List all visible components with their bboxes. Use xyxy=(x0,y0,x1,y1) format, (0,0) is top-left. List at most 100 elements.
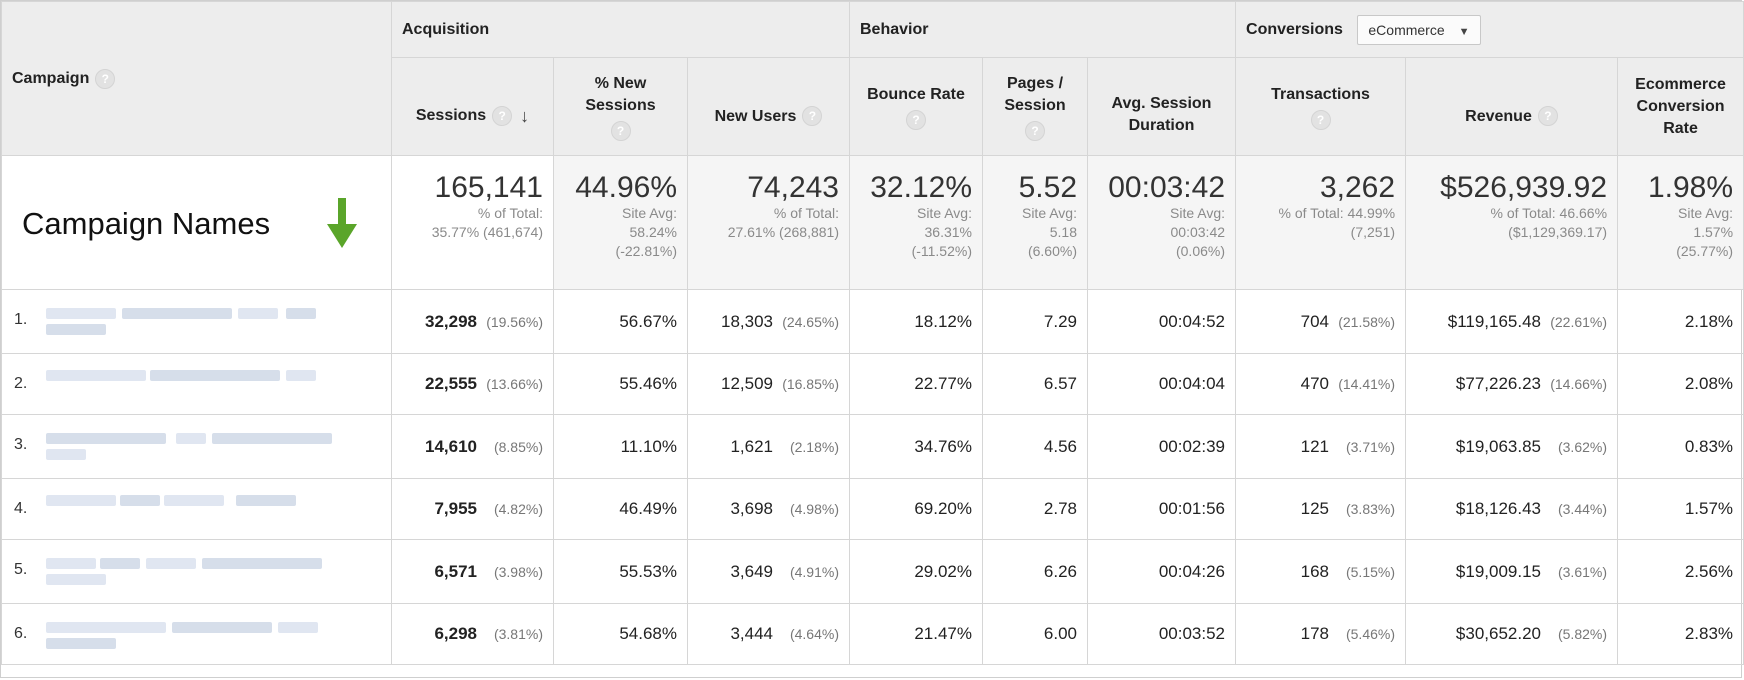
transactions-cell: 470 (14.41%) xyxy=(1235,353,1407,415)
table-row[interactable]: 5. 6,571 (3.98%) 55.53% 3,649 (4.91%) 29.02% 6.… xyxy=(1,539,1744,604)
avg-duration-cell: 00:04:04 xyxy=(1086,353,1237,415)
revenue-cell: $77,226.23 (14.66%) xyxy=(1405,353,1619,415)
column-header-new-users[interactable]: New Users? xyxy=(687,57,850,156)
redaction-block xyxy=(100,558,140,569)
redaction-block xyxy=(122,308,232,319)
column-header-sessions[interactable]: Sessions? ↓ xyxy=(391,57,554,156)
revenue-cell: $30,652.20 (5.82%) xyxy=(1405,603,1619,665)
revenue-value: $18,126.43 xyxy=(1455,499,1542,518)
new-users-percent: (16.85%) xyxy=(782,376,839,392)
table-body: 1. 32,298 (19.56%) 56.67% 18,303 (24.65%) 18.1… xyxy=(1,289,1744,665)
help-icon[interactable]: ? xyxy=(95,68,116,89)
conversions-dropdown-value: eCommerce xyxy=(1368,21,1445,38)
sessions-value: 6,298 xyxy=(434,624,477,643)
totals-row: Campaign Names 165,141% of Total: 35.77% … xyxy=(1,155,1744,290)
table-row[interactable]: 2. 22,555 (13.66%) 55.46% 12,509 (16.85%) 22.7… xyxy=(1,353,1744,415)
column-header-pages-session[interactable]: Pages / Session? xyxy=(982,57,1088,156)
avg-duration-cell: 00:04:26 xyxy=(1086,539,1237,604)
row-number: 6. xyxy=(14,625,28,642)
table-row[interactable]: 4. 7,955 (4.82%) 46.49% 3,698 (4.98%) 69.20% 2.… xyxy=(1,478,1744,540)
redaction-block xyxy=(176,433,206,444)
sort-descending-icon[interactable]: ↓ xyxy=(520,106,530,127)
revenue-value: $19,009.15 xyxy=(1455,561,1542,581)
new-sessions-value: 46.49% xyxy=(619,499,677,518)
column-header-bounce-rate[interactable]: Bounce Rate? xyxy=(849,57,983,156)
revenue-value: $19,063.85 xyxy=(1455,436,1542,456)
pages-session-value: 4.56 xyxy=(1043,436,1077,456)
column-header-avg-duration[interactable]: Avg. Session Duration xyxy=(1086,57,1237,156)
conversions-type-dropdown[interactable]: eCommerce ▼ xyxy=(1357,14,1481,45)
revenue-percent: (3.61%) xyxy=(1557,563,1608,580)
sessions-percent: (13.66%) xyxy=(486,376,543,392)
help-icon[interactable]: ? xyxy=(1537,106,1558,127)
sessions-value: 14,610 xyxy=(425,436,477,456)
column-header-new-sessions[interactable]: % New Sessions? xyxy=(553,57,688,156)
transactions-cell: 178 (5.46%) xyxy=(1235,603,1407,665)
redaction-block xyxy=(286,370,316,381)
help-icon[interactable]: ? xyxy=(492,106,513,127)
new-sessions-cell: 46.49% xyxy=(553,478,688,540)
redaction-block xyxy=(46,324,106,335)
column-header-revenue[interactable]: Revenue? xyxy=(1405,57,1619,156)
transactions-percent: (5.46%) xyxy=(1345,626,1396,642)
column-header-campaign[interactable]: Campaign? xyxy=(1,1,392,156)
new-users-header-label: New Users xyxy=(714,107,797,125)
total-new-users: 74,243% of Total: 27.61% (268,881) xyxy=(687,155,850,290)
redaction-block xyxy=(164,495,224,506)
bounce-rate-value: 34.76% xyxy=(914,436,972,456)
transactions-cell: 121 (3.71%) xyxy=(1235,414,1407,479)
campaign-cell[interactable]: 4. xyxy=(1,478,392,540)
total-sessions: 165,141% of Total: 35.77% (461,674) xyxy=(391,155,554,290)
avg-duration-value: 00:04:04 xyxy=(1158,374,1226,393)
group-acquisition: Acquisition xyxy=(391,1,850,58)
total-note: 00:03:42 xyxy=(1170,224,1226,240)
transactions-percent: (14.41%) xyxy=(1338,376,1396,392)
sessions-cell: 6,571 (3.98%) xyxy=(391,539,554,604)
conv-rate-cell: 1.57% xyxy=(1617,478,1744,540)
help-icon[interactable]: ? xyxy=(610,120,631,141)
avg-duration-cell: 00:02:39 xyxy=(1086,414,1237,479)
new-users-value: 3,649 xyxy=(730,561,773,581)
column-header-conv-rate[interactable]: Ecommerce Conversion Rate xyxy=(1617,57,1744,156)
sessions-value: 6,571 xyxy=(434,561,477,581)
bounce-rate-cell: 18.12% xyxy=(849,289,983,354)
help-icon[interactable]: ? xyxy=(1310,109,1331,130)
campaign-cell[interactable]: 2. xyxy=(1,353,392,415)
transactions-cell: 704 (21.58%) xyxy=(1235,289,1407,354)
transactions-cell: 125 (3.83%) xyxy=(1235,478,1407,540)
total-new-sessions: 44.96% Site Avg: 58.24% (-22.81%) xyxy=(553,155,688,290)
group-acquisition-label: Acquisition xyxy=(402,20,490,38)
campaign-cell[interactable]: 5. xyxy=(1,539,392,604)
redaction-block xyxy=(46,370,146,381)
total-transactions: 3,262% of Total: 44.99% (7,251) xyxy=(1235,155,1407,290)
redaction-block xyxy=(202,558,322,569)
pages-session-value: 7.29 xyxy=(1043,311,1077,331)
campaign-cell[interactable]: 6. xyxy=(1,603,392,665)
help-icon[interactable]: ? xyxy=(802,106,823,127)
revenue-percent: (3.62%) xyxy=(1557,438,1608,455)
table-row[interactable]: 1. 32,298 (19.56%) 56.67% 18,303 (24.65%) 18.1… xyxy=(1,289,1744,354)
campaign-cell[interactable]: 3. xyxy=(1,414,392,479)
revenue-value: $77,226.23 xyxy=(1455,374,1542,393)
conv-rate-value: 1.57% xyxy=(1684,499,1734,518)
bounce-rate-value: 18.12% xyxy=(914,311,972,331)
help-icon[interactable]: ? xyxy=(906,109,926,130)
new-sessions-cell: 55.53% xyxy=(553,539,688,604)
table-row[interactable]: 6. 6,298 (3.81%) 54.68% 3,444 (4.64%) 21.47% 6.… xyxy=(1,603,1744,665)
group-conversions-label: Conversions xyxy=(1246,20,1343,38)
total-note: Site Avg: xyxy=(1170,205,1226,221)
column-header-transactions[interactable]: Transactions? xyxy=(1235,57,1407,156)
transactions-value: 704 xyxy=(1300,311,1330,331)
new-users-cell: 3,444 (4.64%) xyxy=(687,603,850,665)
help-icon[interactable]: ? xyxy=(1025,120,1045,141)
pages-session-value: 6.57 xyxy=(1043,374,1077,393)
campaign-cell[interactable]: 1. xyxy=(1,289,392,354)
new-users-cell: 18,303 (24.65%) xyxy=(687,289,850,354)
avg-duration-header-label: Avg. Session Duration xyxy=(1111,94,1212,134)
sessions-percent: (3.98%) xyxy=(493,563,543,580)
total-value: 32.12% xyxy=(870,171,972,204)
table-row[interactable]: 3. 14,610 (8.85%) 11.10% 1,621 (2.18%) 34.76% 4… xyxy=(1,414,1744,479)
pages-session-value: 6.00 xyxy=(1043,624,1077,643)
revenue-cell: $19,063.85 (3.62%) xyxy=(1405,414,1619,479)
pages-session-cell: 4.56 xyxy=(982,414,1088,479)
